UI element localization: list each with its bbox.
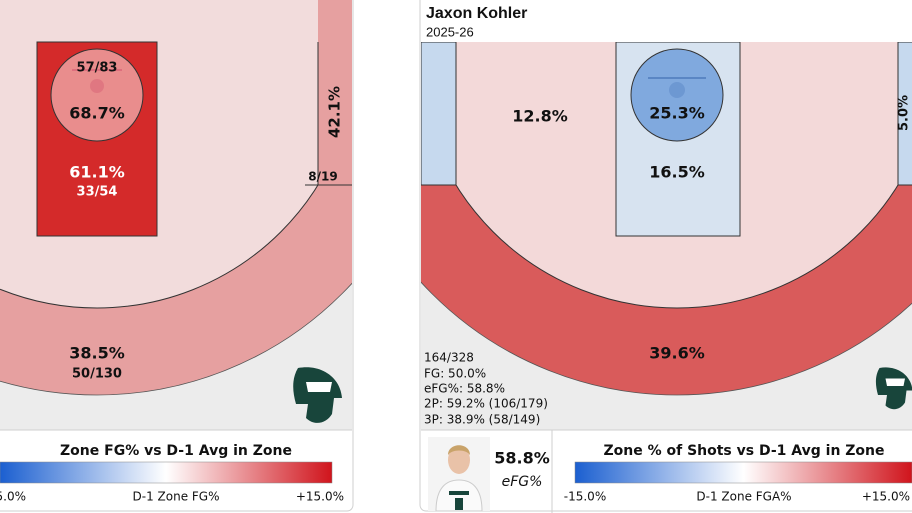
color-scale xyxy=(574,461,912,484)
zone-pct: 16.5% xyxy=(649,163,705,182)
left-court xyxy=(0,0,352,430)
player-photo xyxy=(428,437,490,512)
scale-label: D-1 Zone FG% xyxy=(133,490,220,504)
jersey xyxy=(435,479,483,512)
rim xyxy=(669,82,685,98)
zone-makes: 8/19 xyxy=(308,170,337,184)
right-corner-zone xyxy=(897,42,912,186)
efg-label: eFG% xyxy=(502,474,543,490)
stats: 164/328 FG: 50.0% eFG%: 58.8% 2P: 59.2% … xyxy=(424,351,548,427)
hair xyxy=(448,445,470,455)
right-corner-zone xyxy=(318,0,352,185)
left-corner-zone xyxy=(421,42,457,186)
zone-pct: 25.3% xyxy=(649,104,705,123)
stat-line: 3P: 38.9% (58/149) xyxy=(424,413,540,427)
zone-pct: 12.8% xyxy=(512,107,568,126)
zone-pct: 39.6% xyxy=(649,344,705,363)
scale-max: +15.0% xyxy=(296,490,344,504)
zone-makes: 33/54 xyxy=(77,185,118,200)
player-name: Jaxon Kohler xyxy=(426,5,527,22)
restricted-zone xyxy=(50,48,144,142)
stat-line: FG: 50.0% xyxy=(424,367,486,381)
color-scale xyxy=(0,461,333,484)
zone-pct: 38.5% xyxy=(69,344,125,363)
scale-max: +15.0% xyxy=(862,490,910,504)
stat-line: 164/328 xyxy=(424,351,474,365)
efg-value: 58.8% xyxy=(494,449,550,468)
scale-min: -15.0% xyxy=(564,490,606,504)
jersey-print xyxy=(449,491,469,495)
stat-line: eFG%: 58.8% xyxy=(424,382,505,396)
stat-line: 2P: 59.2% (106/179) xyxy=(424,397,548,411)
zone-pct: 42.1% xyxy=(326,86,344,138)
team-logo xyxy=(293,367,342,423)
zone-pct: 61.1% xyxy=(69,163,125,182)
legend-title: Zone FG% vs D-1 Avg in Zone xyxy=(60,443,292,459)
right-court xyxy=(421,42,912,430)
zone-makes: 57/83 xyxy=(77,61,118,76)
scale-label: D-1 Zone FGA% xyxy=(696,490,791,504)
scale-min: -15.0% xyxy=(0,490,26,504)
zone-pct: 5.0% xyxy=(897,95,912,131)
legend-title: Zone % of Shots vs D-1 Avg in Zone xyxy=(603,443,884,459)
zone-makes: 50/130 xyxy=(72,367,122,382)
rim xyxy=(90,79,104,93)
season: 2025-26 xyxy=(426,24,474,39)
jersey-number xyxy=(455,498,463,510)
team-logo xyxy=(875,367,912,410)
zone-pct: 68.7% xyxy=(69,104,125,123)
head xyxy=(448,446,470,474)
